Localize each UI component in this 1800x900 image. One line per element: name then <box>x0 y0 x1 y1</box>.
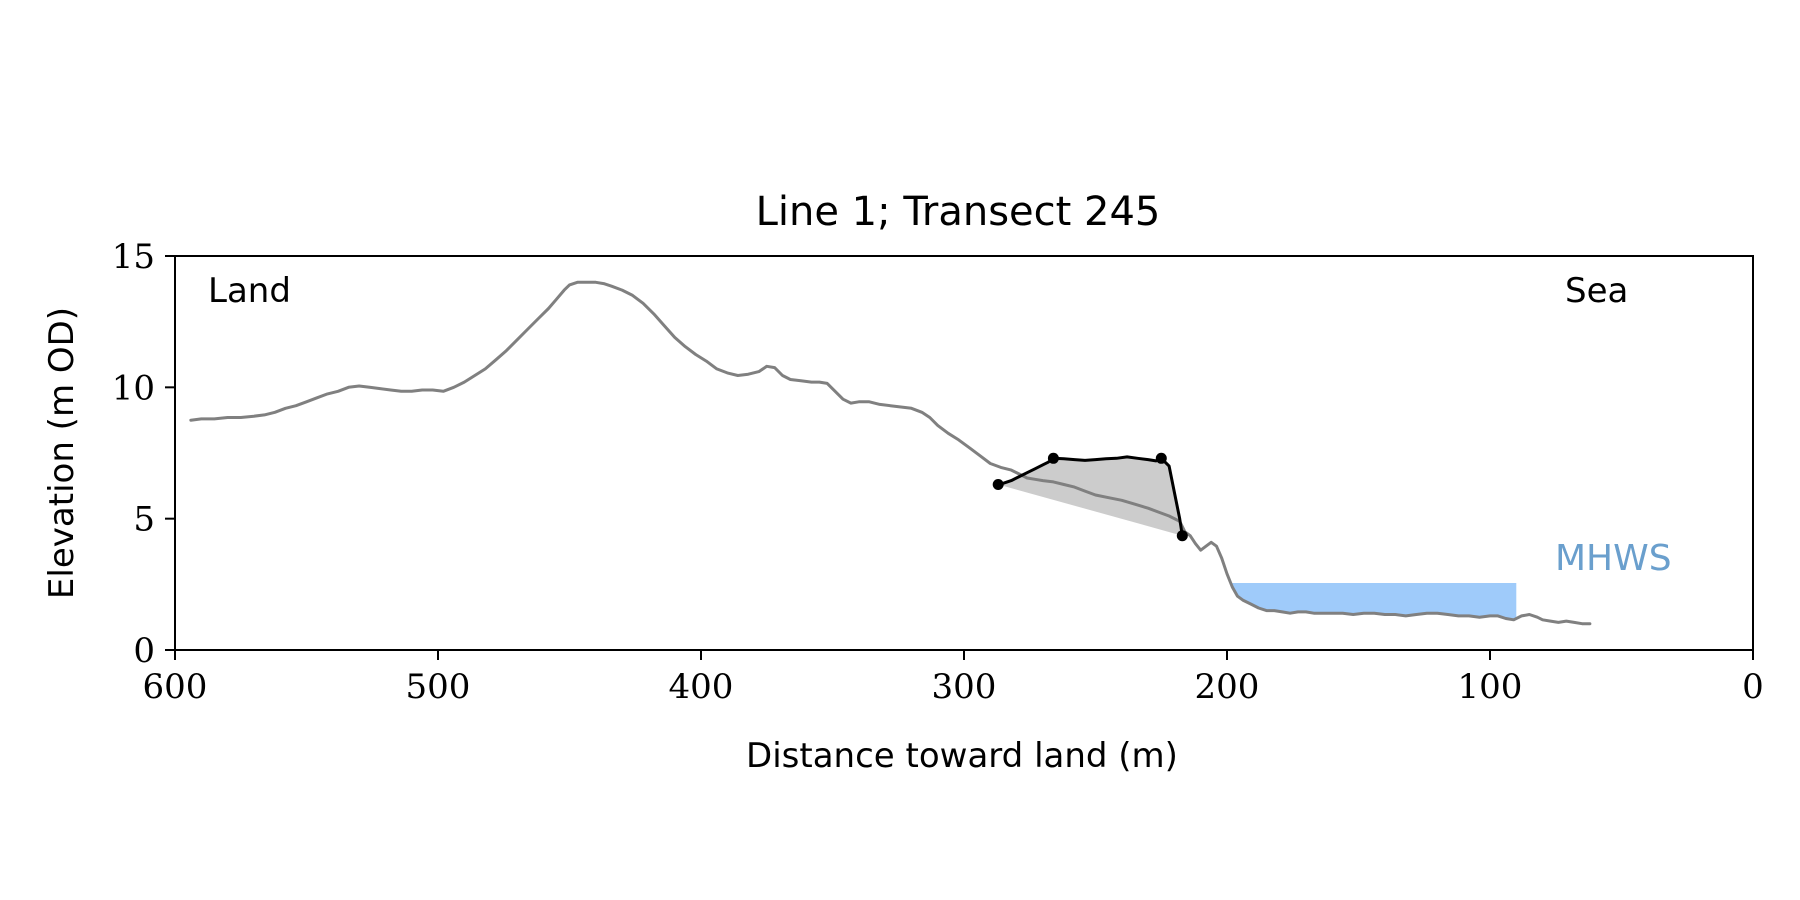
x-axis: 600 500 400 300 200 100 0 <box>143 650 1764 707</box>
x-tick-label-300: 300 <box>932 667 997 707</box>
profile-line <box>189 280 1592 626</box>
y-tick-label-15: 15 <box>112 237 155 277</box>
x-tick-label-200: 200 <box>1195 667 1260 707</box>
x-axis-label: Distance toward land (m) <box>746 736 1178 776</box>
y-axis: 0 5 10 15 <box>112 237 175 671</box>
sea-label: Sea <box>1565 271 1628 311</box>
y-tick-label-10: 10 <box>112 368 155 408</box>
y-tick-label-0: 0 <box>133 631 155 671</box>
y-tick-label-5: 5 <box>133 500 155 540</box>
x-tick-label-600: 600 <box>143 667 208 707</box>
chart-title: Line 1; Transect 245 <box>756 189 1161 235</box>
mhws-label: MHWS <box>1555 538 1672 579</box>
x-tick-label-500: 500 <box>406 667 471 707</box>
feature-marker-2 <box>1047 452 1059 464</box>
feature-marker-4 <box>1176 530 1188 542</box>
fill-layer <box>998 456 1183 536</box>
x-tick-label-400: 400 <box>669 667 734 707</box>
land-label: Land <box>208 271 291 311</box>
x-tick-label-0: 0 <box>1742 667 1764 707</box>
feature-marker-3 <box>1155 452 1167 464</box>
axes: 600 500 400 300 200 100 0 0 5 10 15 <box>112 237 1764 707</box>
profile-layer <box>189 280 1592 626</box>
feature-marker-1 <box>992 479 1004 490</box>
feature-area-fill <box>998 456 1183 536</box>
plot-area <box>189 280 1592 626</box>
marker-layer <box>992 452 1188 542</box>
y-axis-label: Elevation (m OD) <box>42 307 82 599</box>
x-tick-label-100: 100 <box>1458 667 1523 707</box>
